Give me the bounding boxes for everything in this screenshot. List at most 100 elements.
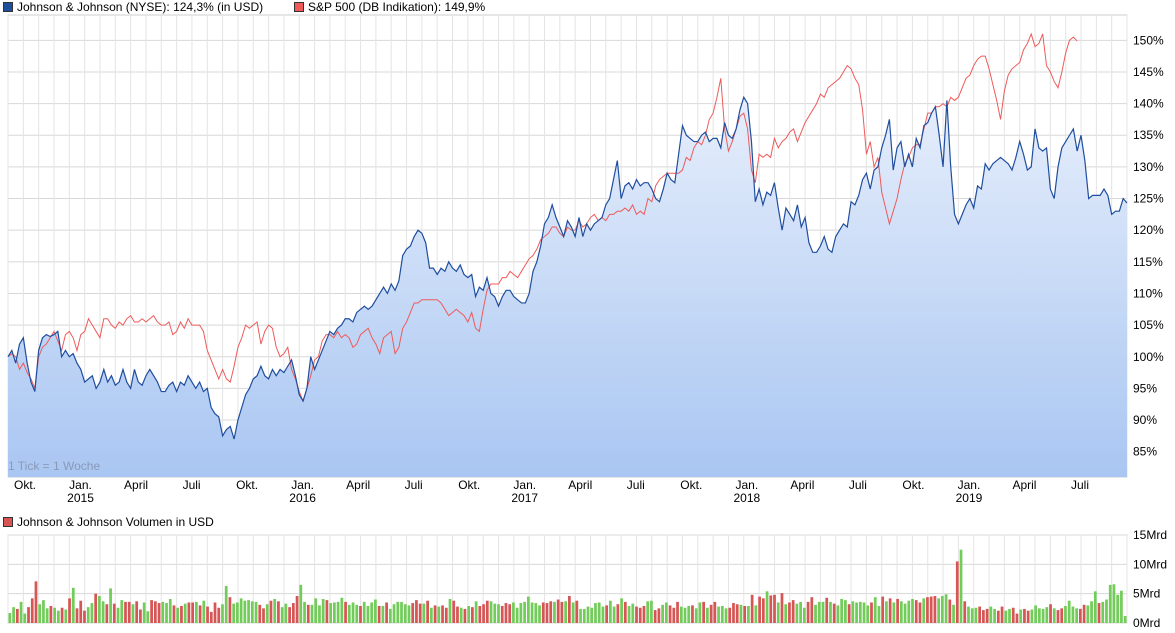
volume-bar — [42, 600, 45, 623]
volume-bar — [489, 601, 493, 623]
x-tick-label: Jan. — [513, 478, 536, 492]
volume-bar — [370, 602, 374, 623]
volume-bar — [814, 604, 817, 623]
volume-bar — [623, 601, 627, 623]
volume-bar — [1101, 601, 1105, 623]
x-tick-year-label: 2017 — [511, 491, 538, 505]
volume-bar — [1116, 594, 1120, 623]
volume-bar — [471, 607, 474, 623]
volume-bar — [963, 601, 967, 623]
y-tick-label: 105% — [1133, 318, 1164, 332]
y-tick-label: 115% — [1133, 255, 1163, 269]
volume-bar — [191, 602, 194, 623]
volume-bar — [459, 607, 463, 623]
volume-bar — [351, 602, 355, 623]
volume-bar — [321, 598, 325, 623]
y-tick-label: 140% — [1133, 97, 1164, 111]
volume-bar — [568, 596, 571, 623]
volume-bar — [735, 604, 739, 623]
volume-bar — [101, 601, 105, 623]
volume-bar — [732, 603, 735, 623]
volume-bar — [1056, 610, 1060, 623]
volume-bar — [98, 596, 101, 623]
volume-bar — [694, 608, 698, 623]
volume-bar — [299, 584, 303, 623]
volume-bar — [926, 597, 929, 623]
volume-bar — [1052, 608, 1056, 623]
volume-bar — [933, 596, 937, 623]
volume-bar — [526, 596, 530, 623]
volume-bar — [60, 607, 64, 623]
volume-bar — [1105, 599, 1108, 623]
volume-bar — [929, 596, 933, 623]
y-tick-label: 145% — [1133, 65, 1164, 79]
y-tick-label: 100% — [1133, 350, 1164, 364]
volume-bar — [903, 603, 907, 623]
volume-bar — [941, 596, 944, 623]
volume-bar — [258, 604, 262, 623]
volume-bar — [1075, 608, 1079, 623]
volume-bar — [1015, 613, 1019, 623]
volume-bar — [1064, 605, 1067, 623]
volume-bar — [612, 606, 616, 623]
x-tick-label: April — [568, 478, 592, 492]
volume-y-tick-label: 0Mrd — [1133, 616, 1160, 630]
volume-bar — [411, 603, 415, 623]
volume-bar — [295, 596, 299, 623]
volume-bar — [515, 607, 519, 623]
volume-bar — [661, 604, 664, 623]
volume-bar — [1082, 604, 1086, 623]
volume-bar — [385, 602, 388, 623]
volume-bar — [463, 608, 467, 623]
volume-bar — [1030, 609, 1034, 623]
volume-bar — [273, 598, 277, 623]
volume-bar — [616, 604, 620, 623]
volume-bar — [750, 594, 754, 623]
volume-bar — [870, 602, 873, 623]
volume-bar — [280, 607, 284, 623]
volume-bar — [444, 607, 448, 623]
volume-bar — [396, 601, 400, 623]
volume-plot-area — [7, 534, 1128, 624]
volume-bar — [127, 601, 131, 623]
volume-bar — [377, 605, 381, 623]
volume-bar — [1004, 610, 1008, 623]
volume-bar — [176, 607, 180, 623]
volume-bar — [653, 610, 657, 623]
volume-bar — [993, 608, 996, 623]
volume-bar — [728, 607, 732, 623]
volume-bar — [1049, 604, 1052, 623]
volume-bar — [806, 601, 810, 623]
volume-bar — [717, 606, 720, 623]
volume-bar — [720, 605, 724, 623]
volume-bar — [433, 605, 437, 623]
volume-bar — [1034, 605, 1037, 623]
volume-bar — [131, 604, 135, 623]
volume-bar — [851, 601, 855, 623]
volume-bar — [448, 598, 452, 623]
volume-bar — [474, 601, 478, 623]
volume-bar — [579, 608, 582, 623]
volume-y-tick-label: 5Mrd — [1133, 587, 1160, 601]
volume-bar — [112, 603, 116, 623]
y-tick-label: 110% — [1133, 286, 1163, 300]
volume-bar — [795, 603, 799, 623]
volume-bar — [318, 605, 321, 623]
volume-bar — [19, 601, 23, 623]
legend-series-1: Johnson & Johnson (NYSE): 124,3% (in USD… — [3, 0, 263, 14]
volume-bar — [974, 607, 978, 623]
volume-bar — [758, 596, 761, 623]
volume-bar — [773, 594, 776, 623]
volume-bar — [168, 598, 172, 623]
x-tick-year-label: 2016 — [289, 491, 316, 505]
volume-bar — [948, 599, 952, 623]
series-area-johnson-johnson — [8, 97, 1127, 478]
volume-bar — [8, 613, 12, 623]
y-tick-label: 85% — [1133, 445, 1157, 459]
volume-bar — [743, 605, 747, 623]
volume-bar — [668, 605, 672, 623]
volume-bar — [866, 605, 870, 623]
x-tick-label: Jan. — [735, 478, 758, 492]
volume-bar — [94, 593, 98, 623]
volume-bar — [269, 600, 273, 623]
